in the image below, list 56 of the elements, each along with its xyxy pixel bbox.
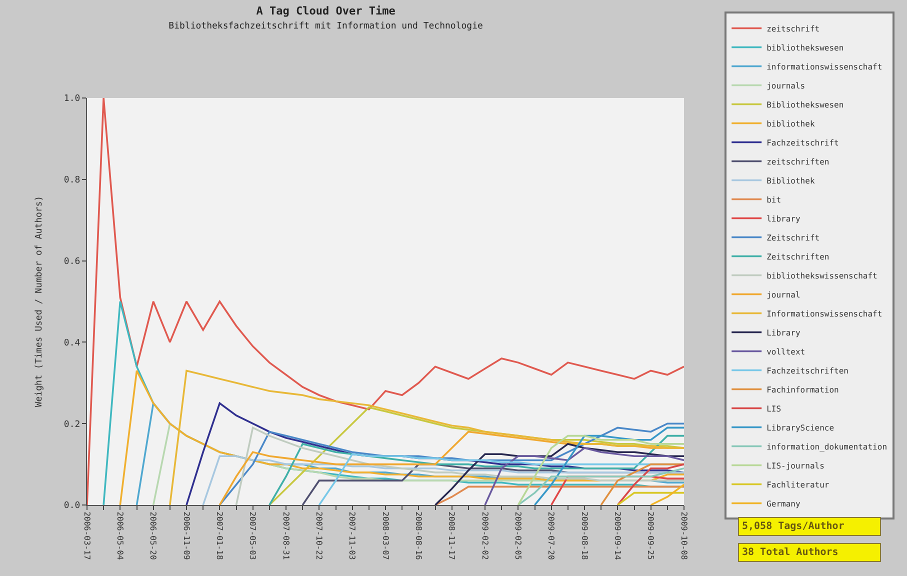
- legend-label: Bibliothek: [766, 176, 815, 186]
- y-tick-label: 0.0: [64, 501, 80, 512]
- legend-label: zeitschriften: [766, 157, 830, 166]
- y-tick-label: 0.6: [64, 256, 80, 267]
- text: 5,058 Tags/Author: [742, 521, 844, 532]
- legend-label: LibraryScience: [766, 423, 834, 432]
- x-tick-label: 2008-11-17: [447, 512, 456, 560]
- x-tick-label: 2009-09-14: [613, 512, 622, 560]
- x-tick-label: 2009-08-18: [580, 512, 589, 560]
- x-tick-label: 2009-10-08: [679, 512, 688, 560]
- legend-label: journal: [766, 290, 800, 300]
- legend-label: LIS: [766, 404, 782, 414]
- x-tick-label: 2007-08-31: [281, 512, 290, 560]
- legend-label: zeitschrift: [766, 24, 820, 34]
- x-tick-label: 2006-05-04: [116, 512, 125, 560]
- y-tick-label: 1.0: [64, 94, 80, 104]
- legend-label: Germany: [766, 499, 800, 508]
- x-tick-label: 2008-03-07: [380, 512, 390, 560]
- y-tick-label: 0.8: [64, 176, 80, 186]
- x-tick-label: 2006-11-09: [182, 512, 191, 560]
- x-tick-label: 2007-01-18: [215, 512, 224, 560]
- x-tick-label: 2006-03-17: [82, 512, 92, 560]
- chart-title: A Tag Cloud Over Time: [256, 4, 396, 18]
- legend-label: Fachzeitschrift: [766, 138, 840, 148]
- y-axis-title: Weight (Times Used / Number of Authors): [34, 196, 44, 408]
- legend-label: volltext: [766, 347, 806, 356]
- legend-label: bibliothekswesen: [766, 43, 844, 52]
- x-tick-label: 2009-07-20: [546, 512, 556, 560]
- x-tick-label: 2008-08-16: [414, 512, 424, 560]
- y-tick-label: 0.4: [64, 338, 80, 348]
- legend-label: bit: [766, 195, 782, 204]
- x-tick-label: 2009-02-02: [480, 512, 490, 560]
- text: 38 Total Authors: [742, 547, 838, 558]
- x-tick-label: 2007-11-03: [348, 512, 357, 560]
- legend-label: LIS-journals: [766, 461, 825, 470]
- chart-subtitle: Bibliotheksfachzeitschrift mit Information und Technologie: [168, 22, 483, 32]
- legend-label: library: [766, 214, 800, 224]
- legend-label: bibliothekswissenschaft: [766, 271, 878, 280]
- legend-label: Library: [766, 328, 800, 338]
- legend-label: Fachinformation: [766, 385, 840, 394]
- legend-label: bibliothek: [766, 119, 815, 128]
- y-tick-label: 0.2: [64, 420, 80, 430]
- legend-label: Bibliothekswesen: [766, 100, 844, 110]
- x-tick-label: 2009-09-25: [646, 512, 656, 560]
- legend-label: Zeitschrift: [766, 233, 820, 242]
- legend-label: Informationswissenschaft: [766, 309, 882, 318]
- legend-label: journals: [766, 81, 806, 90]
- x-tick-label: 2009-02-05: [514, 512, 523, 560]
- x-tick-label: 2007-10-22: [314, 512, 324, 560]
- x-tick-label: 2006-05-20: [148, 512, 158, 560]
- legend-label: Fachliteratur: [766, 480, 830, 490]
- legend-label: Fachzeitschriften: [766, 366, 849, 376]
- legend-label: informationswissenschaft: [766, 62, 882, 72]
- x-tick-label: 2007-05-03: [248, 512, 258, 560]
- legend-label: information_dokumentation: [766, 442, 888, 452]
- legend-label: Zeitschriften: [766, 252, 830, 262]
